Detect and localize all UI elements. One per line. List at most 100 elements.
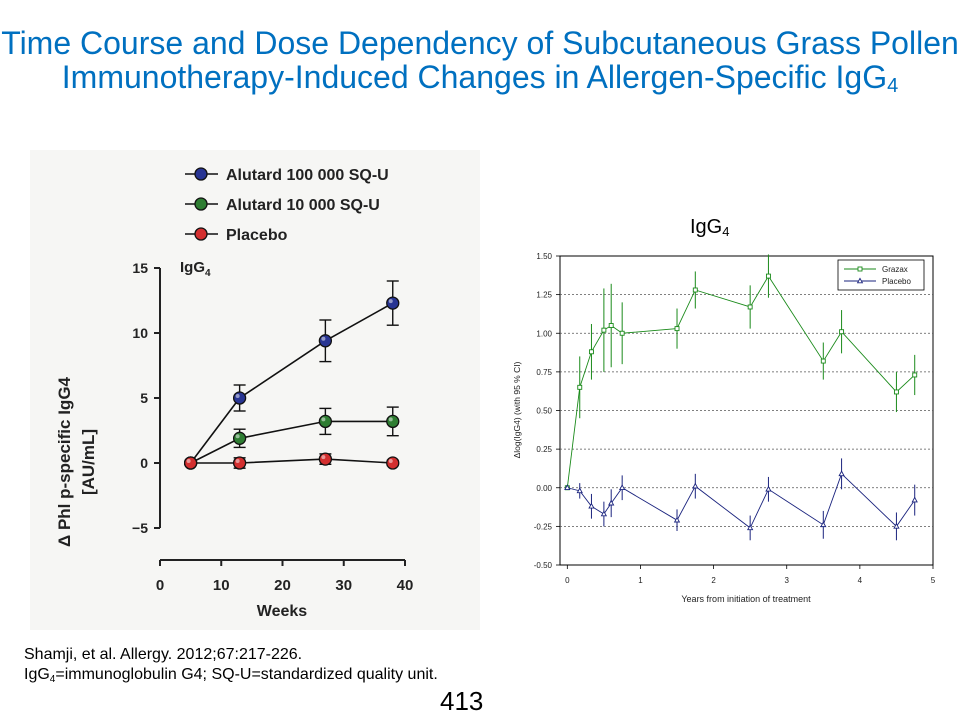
right-data-point bbox=[564, 484, 571, 491]
left-series-line-0 bbox=[189, 302, 394, 464]
right-data-point bbox=[588, 349, 594, 355]
left-data-point bbox=[183, 456, 198, 470]
left-data-point bbox=[232, 431, 247, 445]
right-data-point bbox=[619, 484, 626, 491]
citation: Shamji, et al. Allergy. 2012;67:217-226. bbox=[24, 646, 303, 663]
left-series-line-1 bbox=[190, 420, 393, 464]
left-x-tick-label: 10 bbox=[213, 577, 230, 594]
right-data-point bbox=[577, 384, 583, 390]
right-legend-label: Placebo bbox=[882, 277, 911, 286]
right-chart-legend: Grazax Placebo bbox=[837, 259, 925, 291]
right-chart-axes: -0.50 -0.25 0.00 0.25 0.50 0.75 1.00 1.25 1.50 0 1… bbox=[534, 252, 936, 585]
right-data-point bbox=[601, 327, 607, 333]
right-data-point bbox=[588, 502, 595, 509]
right-data-point bbox=[600, 510, 608, 517]
slide-title: Time Course and Dose Dependency of Subcu… bbox=[1, 25, 959, 97]
right-chart-title: IgG4 bbox=[690, 216, 730, 239]
left-x-tick-label: 30 bbox=[335, 577, 352, 594]
right-chart-data bbox=[564, 254, 918, 541]
left-y-tick-label: −5 bbox=[132, 520, 148, 536]
left-data-point bbox=[386, 296, 400, 310]
left-data-point bbox=[232, 391, 247, 405]
left-chart-y-label-line1: Δ Phl p-specific IgG4 bbox=[55, 376, 74, 547]
left-legend-marker bbox=[194, 167, 208, 181]
left-series-line-2 bbox=[190, 458, 393, 464]
right-data-point bbox=[747, 304, 753, 310]
left-data-point bbox=[232, 456, 247, 470]
right-data-point bbox=[619, 330, 625, 336]
right-chart-x-label: Years from initiation of treatment bbox=[681, 594, 811, 604]
left-data-point-highlight bbox=[388, 459, 393, 463]
left-chart-x-label: Weeks bbox=[257, 603, 308, 620]
left-x-tick-label: 20 bbox=[274, 577, 291, 594]
years-igg4-chart: -0.50 -0.25 0.00 0.25 0.50 0.75 1.00 1.25 1.50 0 1… bbox=[512, 252, 936, 604]
right-data-point bbox=[746, 524, 754, 531]
right-legend-label: Grazax bbox=[882, 265, 908, 274]
left-data-point-highlight bbox=[388, 299, 393, 304]
left-x-tick-label: 40 bbox=[397, 577, 414, 594]
right-legend-marker bbox=[856, 277, 864, 284]
right-x-tick-label: 4 bbox=[858, 576, 863, 585]
left-data-point bbox=[318, 414, 333, 429]
right-data-point bbox=[765, 485, 772, 492]
left-data-point-highlight bbox=[388, 417, 393, 422]
right-x-tick-label: 5 bbox=[931, 576, 936, 585]
right-data-point bbox=[893, 389, 899, 395]
left-data-point-highlight bbox=[321, 417, 326, 422]
left-y-tick-label: 10 bbox=[132, 325, 148, 341]
left-data-point-highlight bbox=[235, 394, 240, 398]
left-data-point bbox=[386, 414, 400, 429]
right-data-point bbox=[911, 496, 918, 503]
weeks-igg4-chart: Alutard 100 000 SQ-U Alutard 10 000 SQ-U P… bbox=[30, 150, 480, 630]
right-data-point bbox=[820, 521, 827, 528]
right-data-point bbox=[838, 470, 845, 477]
left-chart-legend: Alutard 100 000 SQ-U Alutard 10 000 SQ-U P… bbox=[185, 167, 389, 244]
right-data-point bbox=[692, 287, 698, 293]
right-x-tick-label: 3 bbox=[784, 576, 789, 585]
left-legend-label: Alutard 10 000 SQ-U bbox=[226, 197, 380, 214]
right-data-point bbox=[912, 372, 918, 378]
right-data-point bbox=[608, 323, 614, 328]
left-chart-annotation: IgG4 bbox=[180, 259, 211, 279]
left-chart-axes: −5 0 5 10 15 0 10 20 30 40 bbox=[132, 260, 413, 594]
right-y-tick-label: 0.75 bbox=[536, 368, 552, 377]
left-data-point bbox=[318, 334, 333, 348]
right-data-point bbox=[673, 516, 681, 523]
left-data-point-highlight bbox=[186, 459, 191, 463]
abbreviations: IgG4=immunoglobulin G4; SQ-U=standardize… bbox=[24, 666, 438, 685]
right-y-tick-label: -0.50 bbox=[534, 561, 553, 570]
right-data-point bbox=[765, 273, 771, 279]
right-y-tick-label: 0.00 bbox=[536, 484, 552, 493]
left-data-point bbox=[386, 456, 400, 470]
left-legend-marker bbox=[194, 197, 208, 211]
right-y-tick-label: -0.25 bbox=[534, 522, 553, 531]
right-data-point bbox=[692, 482, 699, 489]
right-series-line-0 bbox=[566, 275, 916, 488]
left-chart-data bbox=[183, 280, 400, 470]
right-y-tick-label: 1.00 bbox=[536, 329, 552, 338]
right-data-point bbox=[839, 329, 845, 335]
left-legend-label: Alutard 100 000 SQ-U bbox=[226, 167, 389, 184]
left-x-tick-label: 0 bbox=[156, 577, 164, 594]
right-y-tick-label: 0.25 bbox=[536, 445, 552, 454]
page-number: 413 bbox=[440, 686, 484, 716]
footer-notes: Shamji, et al. Allergy. 2012;67:217-226.… bbox=[24, 645, 438, 690]
right-data-point bbox=[576, 487, 583, 494]
right-x-tick-label: 0 bbox=[565, 576, 570, 585]
right-data-point bbox=[674, 326, 680, 332]
right-data-point bbox=[893, 522, 900, 529]
left-data-point-highlight bbox=[235, 459, 240, 463]
right-chart-y-label: Δlog(IgG4) (with 95 % CI) bbox=[512, 361, 522, 458]
left-data-point bbox=[318, 452, 333, 466]
left-y-tick-label: 0 bbox=[140, 455, 148, 471]
right-y-tick-label: 0.50 bbox=[536, 407, 552, 416]
right-data-point bbox=[820, 358, 826, 364]
left-chart-y-label-line2: [AU/mL] bbox=[79, 429, 98, 495]
right-y-tick-label: 1.50 bbox=[536, 252, 552, 261]
right-y-tick-label: 1.25 bbox=[536, 291, 552, 300]
right-x-tick-label: 1 bbox=[638, 576, 643, 585]
left-data-point-highlight bbox=[321, 336, 326, 341]
left-data-point-highlight bbox=[321, 455, 326, 460]
right-legend-marker bbox=[857, 266, 863, 272]
left-legend-marker bbox=[194, 227, 208, 241]
